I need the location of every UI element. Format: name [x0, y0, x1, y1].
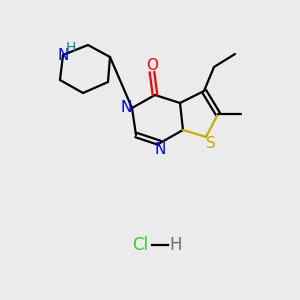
Text: N: N [154, 142, 166, 158]
Text: Cl: Cl [132, 236, 148, 254]
Text: O: O [146, 58, 158, 74]
Text: H: H [170, 236, 182, 254]
Text: N: N [120, 100, 132, 115]
Text: S: S [206, 136, 216, 152]
Text: N: N [57, 49, 69, 64]
Text: H: H [66, 41, 76, 55]
